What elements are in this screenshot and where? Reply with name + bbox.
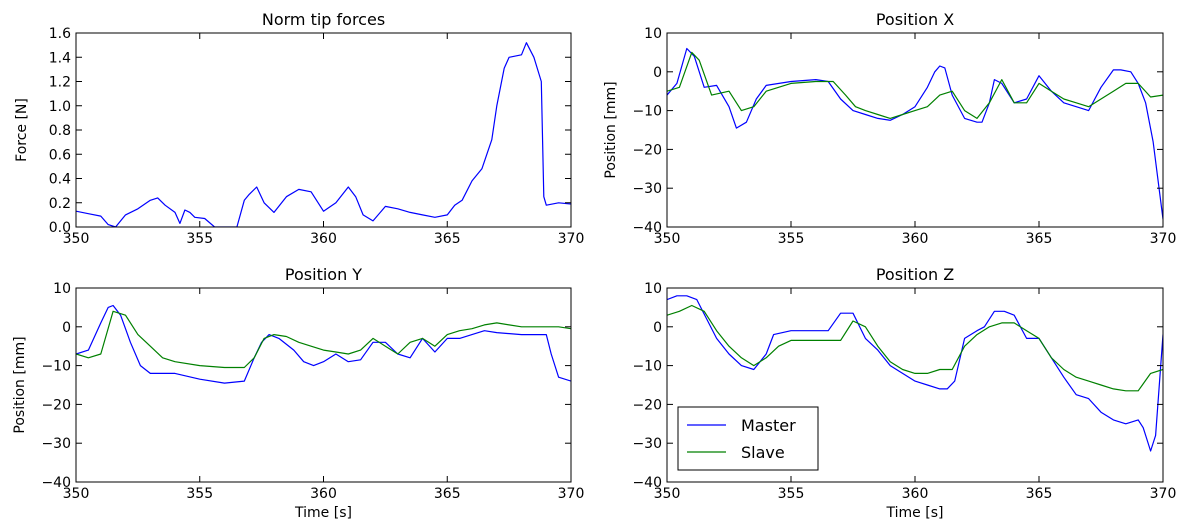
x-tick-label: 365 <box>1026 486 1053 502</box>
x-tick-label: 350 <box>654 231 681 247</box>
x-axis-label: Time [s] <box>294 505 352 521</box>
x-tick-label: 350 <box>63 486 90 502</box>
y-tick-label: 0.0 <box>49 220 71 236</box>
x-tick-label: 365 <box>434 231 461 247</box>
x-tick-label: 355 <box>778 486 805 502</box>
legend-box <box>677 406 819 471</box>
y-tick-label: −30 <box>632 436 662 452</box>
y-tick-label: 0.6 <box>49 147 71 163</box>
y-tick-label: −10 <box>632 359 662 375</box>
chart-title: Position X <box>876 10 954 29</box>
series-line-force <box>76 42 571 227</box>
series-line-master <box>667 47 1163 220</box>
x-tick-label: 360 <box>902 486 929 502</box>
x-tick-label: 370 <box>558 231 585 247</box>
y-tick-label: 0 <box>653 65 662 81</box>
x-tick-label: 365 <box>434 486 461 502</box>
y-tick-label: −20 <box>632 397 662 413</box>
y-tick-label: −30 <box>41 436 71 452</box>
x-tick-label: 370 <box>1150 231 1177 247</box>
x-tick-label: 370 <box>558 486 585 502</box>
x-tick-label: 370 <box>1150 486 1177 502</box>
series-line-master <box>667 295 1163 452</box>
y-axis-label: Position [mm] <box>603 81 619 178</box>
plot-frame <box>75 287 572 483</box>
y-tick-label: 10 <box>644 26 662 42</box>
plot-frame <box>666 32 1164 228</box>
y-tick-label: 1.6 <box>49 26 71 42</box>
x-tick-label: 360 <box>310 231 337 247</box>
x-tick-label: 360 <box>902 231 929 247</box>
series-line-slave <box>76 310 571 369</box>
y-tick-label: 10 <box>644 281 662 297</box>
y-tick-label: −10 <box>632 104 662 120</box>
y-tick-label: −40 <box>632 475 662 491</box>
x-tick-label: 365 <box>1026 231 1053 247</box>
x-tick-label: 360 <box>310 486 337 502</box>
y-tick-label: 0.8 <box>49 123 71 139</box>
y-tick-label: −30 <box>632 181 662 197</box>
series-line-master <box>76 304 571 384</box>
x-tick-label: 350 <box>63 231 90 247</box>
y-tick-label: −20 <box>41 397 71 413</box>
y-tick-label: −20 <box>632 142 662 158</box>
x-axis-label: Time [s] <box>886 505 944 521</box>
plot-frame <box>75 32 572 228</box>
series-line-slave <box>667 304 1163 392</box>
y-tick-label: 1.0 <box>49 99 71 115</box>
y-tick-label: 0 <box>653 320 662 336</box>
x-tick-label: 355 <box>186 231 213 247</box>
y-tick-label: 0.2 <box>49 196 71 212</box>
y-tick-label: −10 <box>41 359 71 375</box>
y-tick-label: −40 <box>41 475 71 491</box>
legend-label-slave: Slave <box>741 443 785 462</box>
x-tick-label: 355 <box>186 486 213 502</box>
y-tick-label: 0.4 <box>49 172 71 188</box>
y-axis-label: Position [mm] <box>12 336 28 433</box>
x-tick-label: 350 <box>654 486 681 502</box>
series-line-slave <box>667 51 1163 120</box>
y-tick-label: 1.2 <box>49 75 71 91</box>
chart-title: Position Y <box>285 265 362 284</box>
y-tick-label: 10 <box>53 281 71 297</box>
legend-label-master: Master <box>741 416 796 435</box>
chart-title: Position Z <box>876 265 954 284</box>
y-axis-label: Force [N] <box>14 98 30 162</box>
chart-title: Norm tip forces <box>262 10 385 29</box>
y-tick-label: 0 <box>62 320 71 336</box>
x-tick-label: 355 <box>778 231 805 247</box>
y-tick-label: −40 <box>632 220 662 236</box>
y-tick-label: 1.4 <box>49 50 71 66</box>
